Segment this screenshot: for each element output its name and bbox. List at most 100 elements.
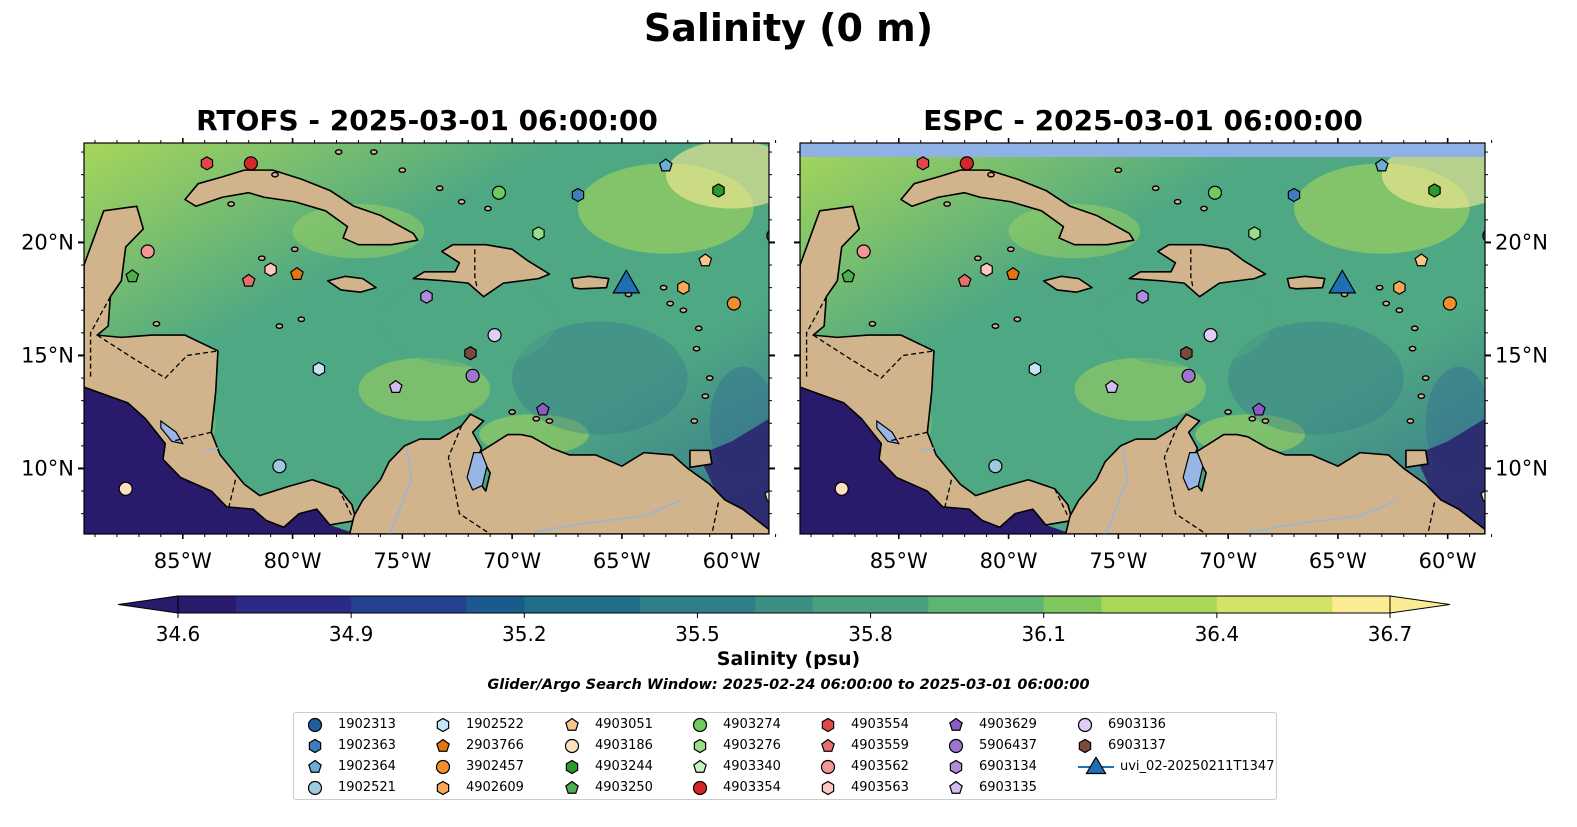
- small-island: [705, 375, 714, 381]
- lake-maracaibo: [466, 452, 488, 491]
- colorbar-segment: [178, 596, 237, 613]
- small-island: [271, 171, 279, 178]
- float-marker-4903559: [241, 273, 256, 287]
- float-marker-4902609: [677, 280, 690, 295]
- float-marker-4903250: [125, 269, 140, 283]
- country-border: [1054, 488, 1069, 517]
- country-border: [887, 431, 928, 442]
- small-island: [532, 415, 541, 422]
- colorbar-segment: [812, 596, 872, 613]
- river: [533, 499, 682, 533]
- legend-marker: [948, 738, 964, 754]
- legend-marker: [1078, 738, 1092, 754]
- legend-label: 4903051: [595, 717, 653, 732]
- float-marker-6903136: [487, 328, 502, 343]
- legend-marker: [949, 780, 963, 794]
- small-island: [679, 307, 688, 314]
- legend-label: 4902609: [466, 780, 524, 795]
- colorbar-segment: [582, 596, 641, 613]
- legend-pentagon-icon: [693, 759, 707, 773]
- legend-label: 2903766: [466, 738, 524, 753]
- legend-circle-icon: [307, 780, 323, 796]
- lake-nicaragua: [876, 419, 900, 445]
- legend-label: 4903250: [595, 780, 653, 795]
- land-hispaniola: [412, 243, 551, 298]
- small-island: [545, 418, 554, 424]
- legend-pentagon-icon: [949, 717, 963, 731]
- legend-label: uvi_02-20250211T1347: [1120, 759, 1275, 774]
- legend-label: 4903354: [723, 780, 781, 795]
- colorbar-tick-label: 36.4: [1195, 622, 1240, 646]
- float-marker-4903559: [957, 273, 972, 287]
- lake-maracaibo: [1182, 452, 1204, 491]
- legend-circle-icon: [820, 759, 836, 775]
- orinoco-plume: [1414, 418, 1485, 534]
- salinity-patch: [1074, 357, 1207, 421]
- legend-label: 4903559: [851, 738, 909, 753]
- orinoco-plume: [698, 418, 769, 534]
- small-island: [334, 149, 343, 155]
- legend-hexagon-icon: [821, 717, 835, 733]
- float-marker-6903135: [1104, 379, 1119, 393]
- float-marker-4903250: [841, 269, 856, 283]
- legend-marker: [821, 717, 835, 733]
- land-jamaica: [1042, 275, 1093, 293]
- map-frame: [799, 142, 1486, 535]
- small-island: [1114, 167, 1123, 174]
- lat-tick-label: 20°N: [1495, 230, 1548, 254]
- country-border: [338, 488, 353, 517]
- espc-panel-title: ESPC - 2025-03-01 06:00:00: [923, 104, 1363, 137]
- glider-marker: [612, 269, 641, 294]
- lon-tick-label: 70°W: [1199, 549, 1257, 573]
- legend-label: 4903244: [595, 759, 653, 774]
- map-content: [84, 143, 769, 534]
- colorbar-segment: [1274, 596, 1333, 613]
- float-marker-6903137: [1180, 345, 1193, 361]
- float-marker-4903563: [264, 262, 277, 277]
- legend-marker: [307, 717, 323, 733]
- float-marker-4903186: [834, 481, 849, 496]
- float-marker-6903136: [1203, 328, 1218, 343]
- legend-marker: [565, 717, 579, 731]
- land-jamaica: [326, 275, 377, 293]
- legend-marker: [949, 759, 963, 775]
- float-marker-1902364: [658, 158, 673, 172]
- legend-label: 1902522: [466, 717, 524, 732]
- colorbar-segment: [1332, 596, 1391, 613]
- lon-tick-label: 80°W: [980, 549, 1038, 573]
- salinity-patch: [665, 143, 769, 209]
- small-island: [943, 201, 951, 207]
- small-island: [1410, 325, 1419, 332]
- colorbar-label: Salinity (psu): [716, 648, 861, 670]
- legend-marker: [692, 780, 708, 796]
- small-island: [973, 255, 982, 262]
- lon-tick-label: 65°W: [1309, 549, 1367, 573]
- legend-marker: [692, 717, 708, 733]
- legend-marker: [308, 738, 322, 754]
- small-island: [1395, 307, 1404, 314]
- legend-marker: [949, 717, 963, 731]
- colorbar-segment: [408, 596, 468, 613]
- legend-marker: [436, 717, 450, 733]
- pacific-ocean: [800, 387, 1073, 534]
- legend-marker: [436, 780, 450, 796]
- small-island: [369, 149, 378, 155]
- legend-label: 6903137: [1108, 738, 1166, 753]
- colorbar-tick-label: 36.7: [1368, 622, 1413, 646]
- small-island: [1006, 246, 1015, 253]
- country-border: [96, 334, 219, 379]
- legend-marker: [565, 759, 579, 775]
- land-puerto-rico: [570, 275, 610, 290]
- legend-marker: [308, 759, 322, 773]
- map-content: [800, 143, 1485, 534]
- float-marker-6903134: [1136, 289, 1149, 304]
- small-island: [508, 409, 517, 415]
- colorbar-segment: [755, 596, 814, 613]
- legend-label: 1902363: [338, 738, 396, 753]
- land-cuba: [900, 169, 1135, 246]
- colorbar-segment: [524, 596, 583, 613]
- small-island: [435, 185, 444, 192]
- small-island: [275, 323, 284, 329]
- colorbar-extend-high: [1389, 595, 1451, 614]
- glider-marker: [1328, 269, 1357, 294]
